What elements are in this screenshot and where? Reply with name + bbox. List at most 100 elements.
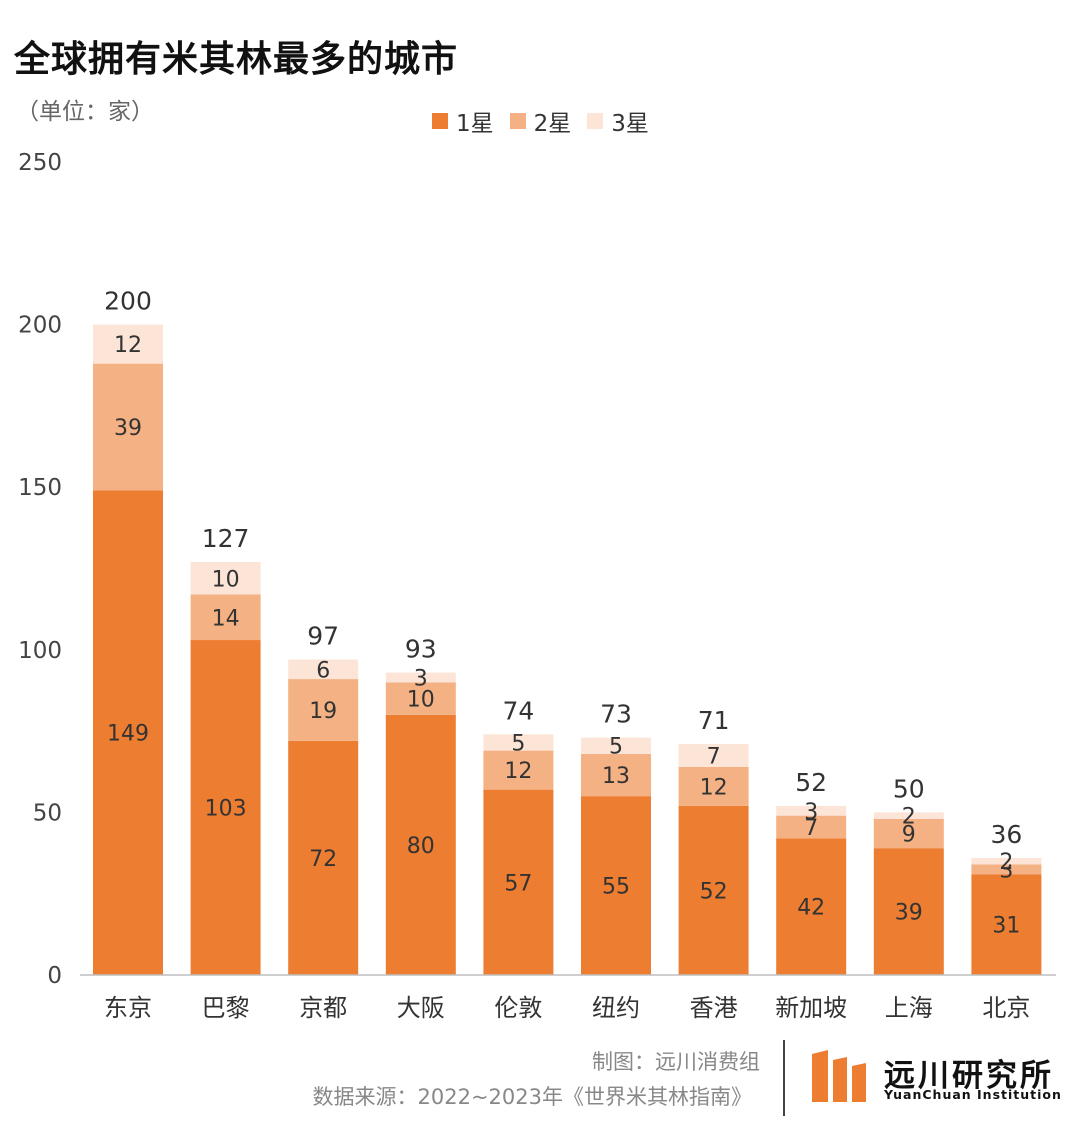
x-tick-label: 京都	[299, 994, 347, 1022]
bar-segment	[581, 753, 651, 797]
data-label: 52	[700, 879, 728, 904]
bar-segment	[288, 659, 359, 680]
data-label: 55	[602, 875, 630, 900]
data-label: 149	[107, 722, 149, 747]
x-tick-label: 纽约	[592, 994, 640, 1022]
total-label: 71	[698, 706, 730, 735]
bar-segment	[678, 766, 749, 806]
total-label: 73	[600, 700, 632, 729]
y-tick-label: 50	[33, 800, 62, 826]
bar-segment	[581, 796, 651, 975]
data-label: 9	[902, 823, 916, 848]
legend-label-star1: 1星	[456, 111, 494, 137]
bar-segment	[483, 789, 554, 975]
x-tick-label: 巴黎	[202, 994, 250, 1022]
total-label: 50	[893, 774, 925, 803]
bar-segment	[190, 640, 261, 975]
y-tick-label: 100	[18, 638, 62, 664]
total-label: 36	[990, 820, 1022, 849]
bar-segment	[385, 682, 456, 715]
stacked-bar-chart: 0501001502002501493912200东京1031410127巴黎7…	[18, 150, 1056, 1022]
data-label: 2	[902, 805, 916, 830]
bar-segment	[385, 672, 456, 683]
bar-segment	[678, 805, 749, 975]
total-label: 97	[307, 622, 339, 651]
data-label: 10	[212, 567, 240, 592]
unit-label: （单位：家）	[16, 99, 154, 125]
data-label: 6	[316, 658, 330, 683]
bar-segment	[288, 679, 359, 741]
legend-item-star1: 1星	[432, 104, 494, 138]
data-label: 12	[504, 759, 532, 784]
x-tick-label: 大阪	[397, 994, 445, 1022]
data-label: 39	[114, 416, 142, 441]
legend-label-star3: 3星	[611, 111, 649, 137]
data-label: 14	[212, 606, 240, 631]
data-label: 57	[504, 871, 532, 896]
bar-segment	[93, 324, 163, 364]
data-label: 3	[804, 800, 818, 825]
bar-segment	[971, 857, 1042, 865]
bar-segment	[776, 815, 847, 839]
footer-divider	[783, 1040, 785, 1116]
bar-segment	[288, 740, 359, 975]
chart-title: 全球拥有米其林最多的城市	[14, 39, 459, 80]
data-label: 39	[895, 901, 923, 926]
legend: 1星 2星 3星	[432, 104, 649, 138]
data-label: 19	[309, 699, 337, 724]
data-label: 42	[797, 896, 825, 921]
data-label: 2	[999, 850, 1013, 875]
y-tick-label: 250	[18, 150, 62, 176]
credit-text: 制图：远川消费组	[592, 1050, 760, 1074]
bar-segment	[483, 734, 554, 751]
bar-segment	[190, 594, 261, 641]
total-label: 93	[405, 635, 437, 664]
bar-segment	[776, 805, 847, 816]
y-tick-label: 150	[18, 475, 62, 501]
x-tick-label: 上海	[885, 994, 933, 1022]
legend-swatch-star3	[587, 113, 604, 129]
bar-segment	[581, 737, 651, 754]
bar-segment	[971, 874, 1042, 975]
data-label: 12	[114, 333, 142, 358]
total-label: 200	[104, 287, 152, 316]
legend-swatch-star1	[432, 113, 448, 129]
data-label: 12	[700, 775, 728, 800]
x-tick-label: 伦敦	[494, 994, 542, 1022]
total-label: 127	[202, 524, 250, 553]
bar-segment	[776, 838, 847, 975]
data-label: 80	[407, 834, 435, 859]
bar-segment	[93, 490, 163, 975]
data-label: 103	[205, 797, 247, 822]
bar-segment	[873, 848, 944, 975]
data-label: 10	[407, 688, 435, 713]
data-label: 31	[992, 914, 1020, 939]
total-label: 52	[795, 768, 827, 797]
x-tick-label: 北京	[982, 994, 1030, 1022]
data-label: 7	[707, 744, 721, 769]
x-tick-label: 东京	[104, 994, 152, 1022]
data-label: 3	[999, 858, 1013, 883]
data-label: 13	[602, 764, 630, 789]
bar-segment	[93, 363, 163, 491]
data-label: 72	[309, 847, 337, 872]
legend-item-star3: 3星	[587, 104, 649, 138]
bar-segment	[483, 750, 554, 790]
bar-segment	[385, 714, 456, 975]
logo-name: 远川研究所	[884, 1058, 1054, 1094]
data-label: 7	[804, 816, 818, 841]
data-label: 3	[414, 666, 428, 691]
bar-segment	[678, 744, 749, 767]
bar-segment	[971, 864, 1042, 875]
data-label: 5	[609, 735, 623, 760]
y-tick-label: 200	[18, 313, 62, 339]
bar-segment	[873, 818, 944, 849]
source-text: 数据来源：2022~2023年《世界米其林指南》	[312, 1085, 752, 1109]
legend-item-star2: 2星	[509, 104, 571, 138]
logo-mark-icon	[812, 1050, 866, 1102]
total-label: 74	[502, 696, 534, 725]
x-tick-label: 香港	[690, 994, 738, 1022]
bar-segment	[190, 561, 261, 595]
data-label: 5	[511, 731, 525, 756]
bar-segment	[873, 812, 944, 819]
